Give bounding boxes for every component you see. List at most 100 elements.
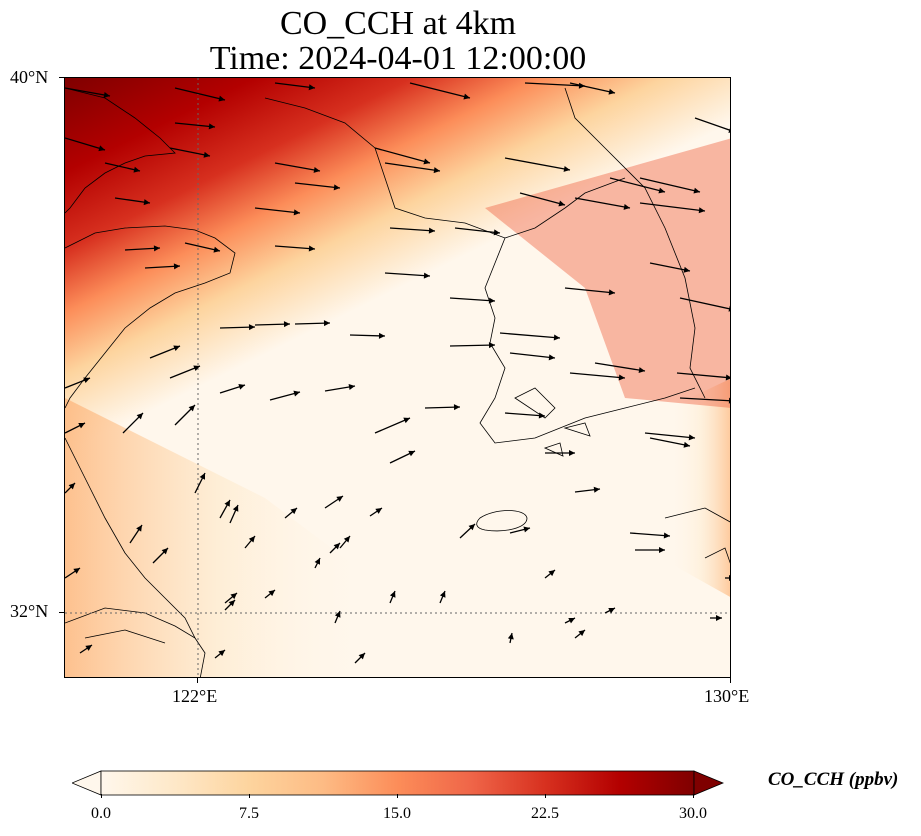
wind-vector xyxy=(569,372,626,379)
wind-vector-head xyxy=(213,246,220,253)
wind-vector xyxy=(519,192,566,206)
wind-vector xyxy=(574,197,631,209)
wind-vector xyxy=(65,137,106,151)
colorbar-tick-2 xyxy=(397,794,398,798)
wind-vector-head xyxy=(688,434,695,441)
wind-vector xyxy=(274,162,321,172)
wind-vector xyxy=(524,82,586,87)
wind-vector xyxy=(504,412,546,417)
wind-vector xyxy=(374,147,431,164)
wind-vector xyxy=(504,157,571,171)
wind-vector xyxy=(274,82,316,89)
lon-tick-122e xyxy=(197,678,198,683)
jeju-island xyxy=(476,510,528,532)
wind-vector-head xyxy=(199,473,205,480)
wind-vector-head xyxy=(638,367,645,374)
wind-vector xyxy=(254,207,301,214)
wind-vector-head xyxy=(578,630,585,637)
wind-vector-head xyxy=(439,591,446,598)
wind-vector-head xyxy=(208,123,215,130)
wind-vector-head xyxy=(608,608,615,614)
wind-vector-head xyxy=(232,505,239,512)
japan-coast xyxy=(664,507,730,564)
colorbar-tick-4 xyxy=(693,794,694,798)
wind-vector-head xyxy=(548,570,555,577)
wind-vector xyxy=(499,332,561,339)
colorbar-label-4: 30.0 xyxy=(679,805,707,822)
coastline-korea-east xyxy=(564,87,706,399)
colorbar-extend-high xyxy=(693,770,724,796)
concentration-ne-plume xyxy=(485,138,730,408)
wind-vector-head xyxy=(203,151,210,158)
colorbar-title: CO_CCH (ppbv) xyxy=(768,769,899,790)
wind-vector-head xyxy=(693,187,700,194)
coastline-korea-west xyxy=(479,237,696,444)
wind-vector-head xyxy=(523,526,530,533)
wind-vector-head xyxy=(453,404,460,411)
colorbar-tick-1 xyxy=(249,794,250,798)
wind-vector-head xyxy=(698,207,705,214)
wind-vector-head xyxy=(238,383,245,390)
wind-vector-head xyxy=(153,245,160,252)
wind-vector xyxy=(609,177,666,193)
wind-vector xyxy=(649,262,691,272)
lat-label-40n: 40°N xyxy=(10,67,49,87)
wind-vector-head xyxy=(468,524,475,531)
lat-label-32n: 32°N xyxy=(10,601,49,621)
wind-vector-head xyxy=(224,500,230,507)
coastline-china-north xyxy=(65,87,176,214)
wind-vector-head xyxy=(659,547,665,553)
wind-vector-head xyxy=(658,187,665,194)
wind-vector-head xyxy=(308,245,315,252)
lon-label-130e: 130°E xyxy=(704,686,750,706)
wind-vector xyxy=(274,245,316,250)
wind-vector-head xyxy=(218,650,225,657)
wind-vector-head xyxy=(173,263,180,270)
wind-vector xyxy=(449,344,496,347)
wind-vector-head xyxy=(133,166,140,173)
wind-vector-head xyxy=(78,423,85,429)
wind-vector xyxy=(384,162,441,172)
wind-vector-head xyxy=(73,568,80,574)
wind-vector xyxy=(509,352,556,359)
wind-vector-head xyxy=(333,184,340,191)
wind-vector xyxy=(649,437,691,447)
wind-vector-head xyxy=(348,384,355,390)
wind-vector-head xyxy=(728,128,730,133)
colorbar xyxy=(72,770,724,796)
wind-vector-head xyxy=(323,320,330,327)
wind-vector xyxy=(449,297,496,302)
wind-vector-head xyxy=(248,536,255,543)
wind-vector-head xyxy=(290,508,297,515)
wind-vector-head xyxy=(293,390,300,397)
wind-vector-head xyxy=(488,342,495,349)
wind-vector-head xyxy=(725,374,730,381)
wind-vector-head xyxy=(538,412,545,419)
wind-vector-head xyxy=(230,593,237,600)
wind-vector xyxy=(454,227,501,234)
wind-vector-head xyxy=(423,158,430,165)
chart-title-line2: Time: 2024-04-01 12:00:00 xyxy=(209,40,587,77)
wind-vector-head xyxy=(493,229,500,236)
colorbar-extend-low xyxy=(72,770,102,796)
wind-vector-head xyxy=(173,345,180,352)
wind-vector-head xyxy=(188,405,195,412)
wind-vector-layer xyxy=(65,82,730,664)
wind-vector-head xyxy=(293,209,300,216)
wind-vector-head xyxy=(193,365,200,372)
wind-vector xyxy=(639,177,701,193)
wind-vector-head xyxy=(85,645,92,651)
colorbar-tick-3 xyxy=(545,794,546,798)
lat-tick-32n xyxy=(59,612,64,613)
wind-vector-head xyxy=(593,486,600,493)
wind-vector xyxy=(639,202,706,212)
colorbar-label-3: 22.5 xyxy=(531,805,559,822)
wind-vector-head xyxy=(83,377,90,384)
wind-vector-head xyxy=(358,653,365,660)
colorbar-label-2: 15.0 xyxy=(383,805,411,822)
wind-vector xyxy=(569,82,616,94)
wind-vector-head xyxy=(548,354,555,361)
wind-vector-head xyxy=(283,321,290,328)
map-panel[interactable] xyxy=(64,77,731,678)
wind-vector-head xyxy=(608,88,615,95)
